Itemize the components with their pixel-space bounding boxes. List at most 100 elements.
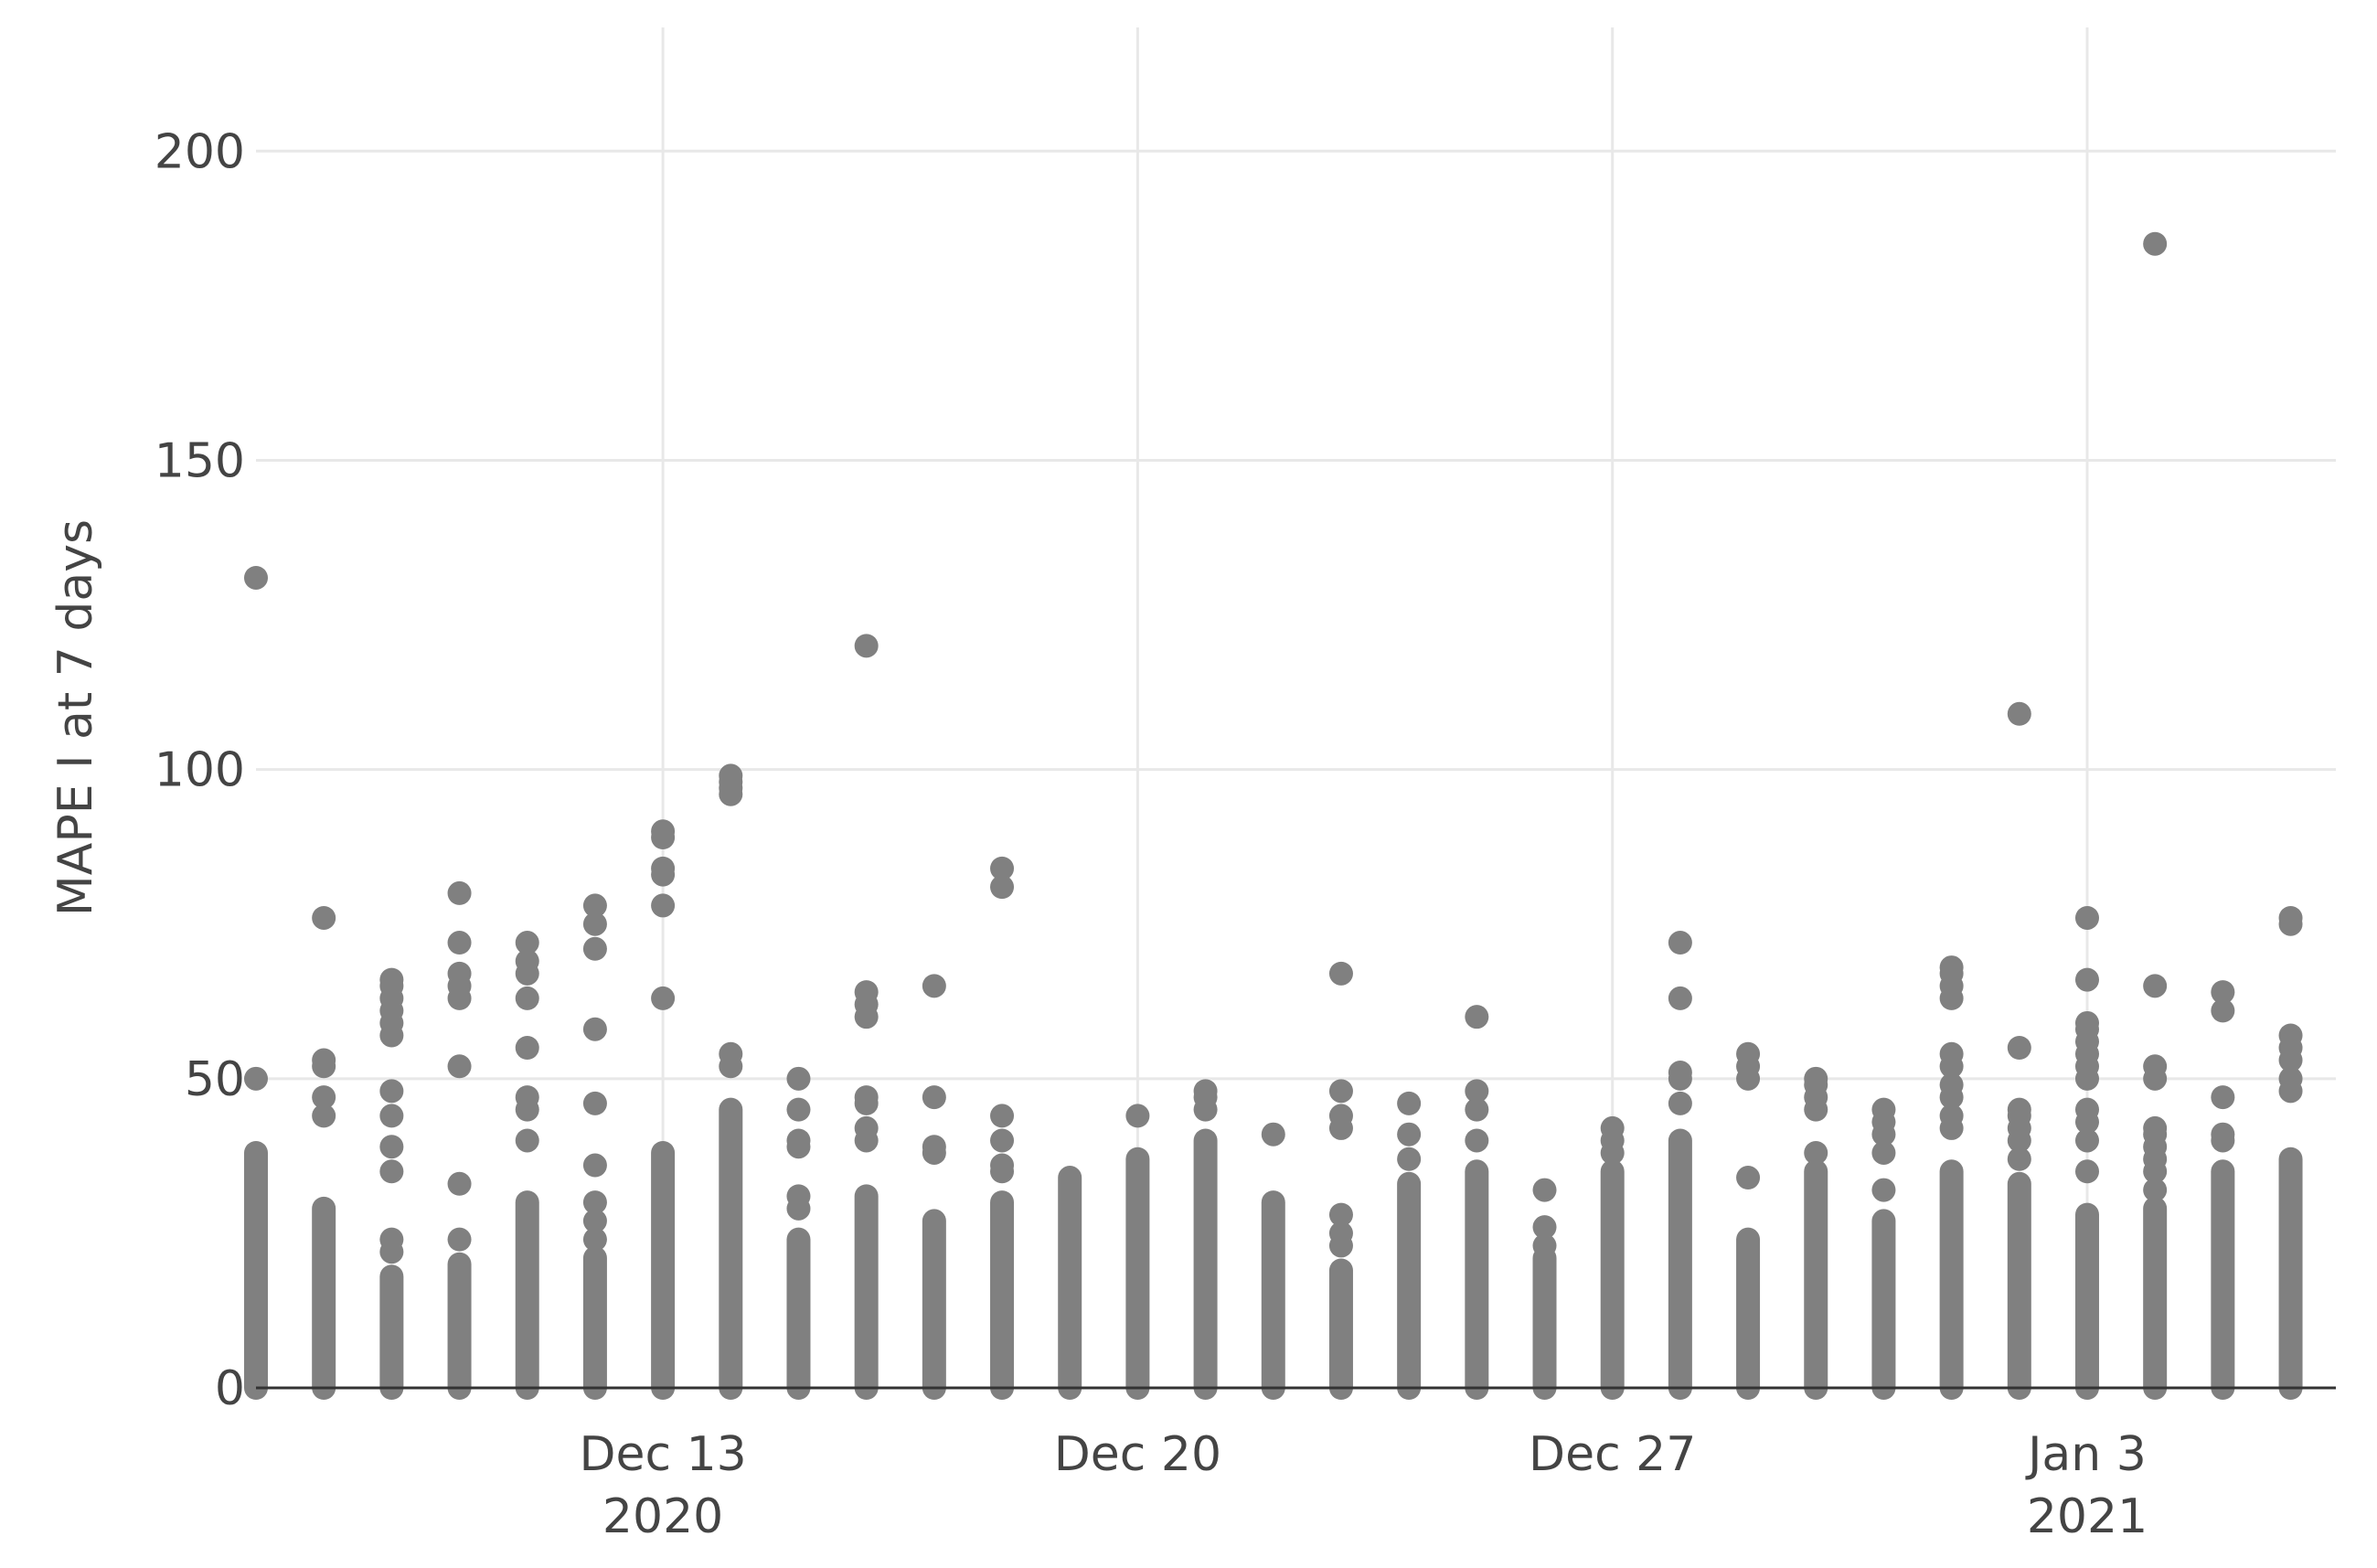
data-point [1532,1178,1557,1202]
data-point [1465,1097,1489,1122]
point-cluster [719,1097,743,1400]
point-cluster [2143,1196,2168,1400]
data-point [990,1104,1015,1128]
data-point [312,1048,336,1072]
data-point [1328,961,1353,986]
point-cluster [1328,1258,1353,1400]
data-point [1397,1122,1422,1147]
point-cluster [1736,1227,1761,1400]
y-tick-label: 100 [155,743,245,798]
point-cluster [1939,1159,1964,1400]
data-point [515,1036,539,1060]
data-point [2143,231,2168,256]
data-point [786,1097,811,1122]
data-point [1939,1072,1964,1097]
point-cluster [786,1227,811,1400]
point-cluster [2211,1159,2235,1400]
point-cluster [447,1252,472,1400]
data-point [1328,1202,1353,1227]
data-point [1804,1066,1828,1091]
point-cluster [2007,1171,2031,1400]
data-point [379,1227,404,1252]
data-point [515,1085,539,1110]
data-point [990,1153,1015,1178]
point-cluster [312,1196,336,1400]
data-point [312,1085,336,1110]
data-point [582,893,607,918]
data-point [854,1085,879,1110]
data-point [651,986,676,1010]
point-cluster [244,1140,268,1400]
data-point [854,1115,879,1140]
data-point [1193,1079,1218,1104]
data-point [990,875,1015,900]
data-point [515,931,539,955]
point-cluster [651,1140,676,1400]
data-point [1939,1041,1964,1066]
y-tick-label: 50 [185,1052,245,1107]
data-point [1465,1079,1489,1104]
point-cluster [990,1190,1015,1400]
data-point [1532,1215,1557,1240]
data-point [922,974,946,998]
data-point [1532,1233,1557,1258]
point-cluster [1193,1128,1218,1400]
point-cluster [1804,1159,1828,1400]
point-cluster [922,1209,946,1400]
data-point [1328,1221,1353,1245]
data-point [2211,1122,2235,1147]
scatter-points [244,231,2303,1400]
data-point [651,856,676,880]
data-point [719,763,743,788]
y-tick-label: 150 [155,433,245,488]
data-point [2074,905,2099,930]
data-point [2074,967,2099,992]
data-point [2211,980,2235,1005]
data-point [582,1091,607,1115]
point-cluster [1397,1171,1422,1400]
data-point [1939,1104,1964,1128]
x-tick-label: Jan 3 [2025,1427,2147,1482]
data-point [1871,1178,1896,1202]
point-cluster [854,1184,879,1400]
y-axis-label: MAPE I at 7 days [48,519,103,916]
grid [256,27,2336,1388]
data-point [312,905,336,930]
data-point [1397,1091,1422,1115]
data-point [582,1153,607,1178]
data-point [379,1104,404,1128]
point-cluster [1261,1190,1285,1400]
data-point [1668,931,1692,955]
data-point [447,961,472,986]
data-point [990,856,1015,880]
data-point [2143,1115,2168,1140]
data-point [854,634,879,658]
data-point [2007,1036,2031,1060]
x-tick-label: Dec 27 [1529,1427,1696,1482]
data-point [854,980,879,1005]
x-tick-year-label: 2020 [602,1489,723,1544]
data-point [651,819,676,844]
data-point [990,1128,1015,1153]
data-point [1668,1061,1692,1085]
data-point [447,1171,472,1196]
point-cluster [515,1190,539,1400]
data-point [2143,1054,2168,1079]
data-point [1736,1166,1761,1190]
data-point [2143,1178,2168,1202]
data-point [2143,974,2168,998]
data-point [312,1104,336,1128]
data-point [447,1054,472,1079]
point-cluster [1532,1245,1557,1400]
data-point [2007,1097,2031,1122]
data-point [651,893,676,918]
data-point [2074,1159,2099,1184]
data-point [719,1041,743,1066]
data-point [1125,1104,1150,1128]
data-point [515,986,539,1010]
data-point [1328,1104,1353,1128]
data-point [582,1190,607,1215]
data-point [379,1159,404,1184]
data-point [786,1184,811,1209]
